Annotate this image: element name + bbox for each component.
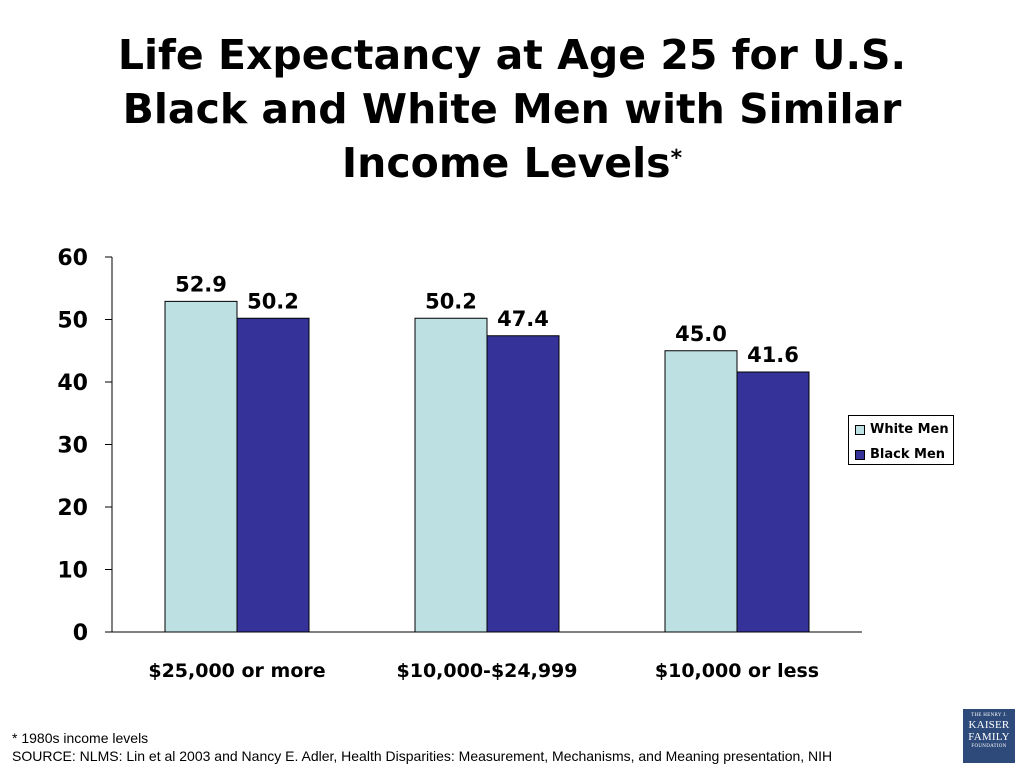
y-tick-label-10: 10	[57, 559, 88, 584]
legend-item-white-men: White Men	[855, 422, 949, 437]
y-tick-label-40: 40	[57, 371, 88, 396]
legend-label-black-men: Black Men	[870, 447, 946, 462]
y-tick-label-50: 50	[57, 309, 88, 334]
data-label-white-men-2: 45.0	[675, 322, 727, 346]
footnote-note: * 1980s income levels	[12, 730, 149, 746]
legend-item-black-men: Black Men	[855, 447, 945, 462]
data-label-white-men-0: 52.9	[175, 272, 227, 296]
logo-line-4: FOUNDATION	[971, 744, 1007, 749]
y-tick-label-30: 30	[57, 434, 88, 459]
chart-title: Life Expectancy at Age 25 for U.S. Black…	[0, 28, 1024, 190]
footnotes: * 1980s income levels SOURCE: NLMS: Lin …	[12, 729, 832, 765]
title-line-3-text: Income Levels	[341, 139, 671, 187]
bar-chart: 52.9 50.2 45.0 50.2 47.4 41.6 0 10 20 30 40 50 60 $25…	[57, 246, 862, 682]
chart-legend: White Men Black Men	[848, 415, 954, 465]
title-footnote-marker: *	[670, 146, 683, 171]
title-line-2: Black and White Men with Similar	[122, 85, 902, 133]
legend-label-white-men: White Men	[870, 422, 949, 437]
data-label-black-men-2: 41.6	[747, 343, 799, 367]
x-tick-label-0: $25,000 or more	[148, 660, 325, 682]
title-line-3: Income Levels*	[0, 136, 1024, 190]
bar-black-men-2	[736, 371, 810, 633]
data-label-black-men-1: 47.4	[497, 307, 549, 331]
x-tick-label-1: $10,000-$24,999	[397, 660, 578, 682]
legend-swatch-white-men	[855, 424, 865, 435]
bar-white-men-0	[164, 300, 238, 633]
bar-black-men-0	[236, 317, 310, 633]
title-line-1: Life Expectancy at Age 25 for U.S.	[117, 31, 907, 79]
kaiser-family-foundation-logo: THE HENRY J. KAISER FAMILY FOUNDATION	[963, 709, 1015, 763]
data-label-white-men-1: 50.2	[425, 289, 477, 313]
x-tick-label-2: $10,000 or less	[655, 660, 819, 682]
logo-line-3: FAMILY	[968, 731, 1010, 743]
logo-line-1: THE HENRY J.	[971, 713, 1007, 718]
data-label-black-men-0: 50.2	[247, 289, 299, 313]
bar-white-men-1	[414, 317, 488, 633]
logo-line-2: KAISER	[968, 719, 1010, 731]
bar-black-men-1	[486, 335, 560, 633]
footnote-source: SOURCE: NLMS: Lin et al 2003 and Nancy E…	[12, 748, 833, 764]
bar-white-men-2	[664, 350, 738, 633]
y-tick-label-20: 20	[57, 496, 88, 521]
y-tick-label-0: 0	[73, 621, 88, 646]
y-tick-label-60: 60	[57, 246, 88, 271]
legend-swatch-black-men	[855, 449, 865, 460]
